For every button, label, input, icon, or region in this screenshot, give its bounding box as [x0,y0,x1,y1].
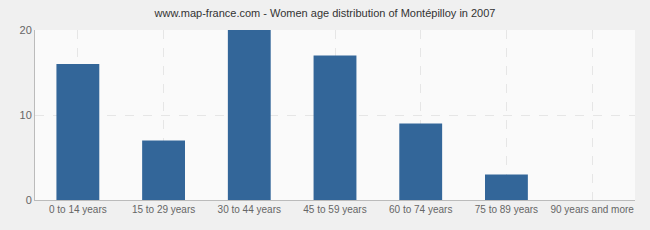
svg-text:30 to 44 years: 30 to 44 years [218,204,281,215]
svg-text:10: 10 [20,109,32,121]
svg-text:www.map-france.com - Women age: www.map-france.com - Women age distribut… [154,7,496,19]
svg-text:15 to 29 years: 15 to 29 years [132,204,195,215]
svg-text:75 to 89 years: 75 to 89 years [475,204,538,215]
svg-text:60 to 74 years: 60 to 74 years [389,204,452,215]
svg-text:90 years and more: 90 years and more [550,204,634,215]
svg-text:20: 20 [20,24,32,36]
svg-text:0: 0 [26,194,32,206]
svg-text:0 to 14 years: 0 to 14 years [49,204,107,215]
svg-text:45 to 59 years: 45 to 59 years [303,204,366,215]
